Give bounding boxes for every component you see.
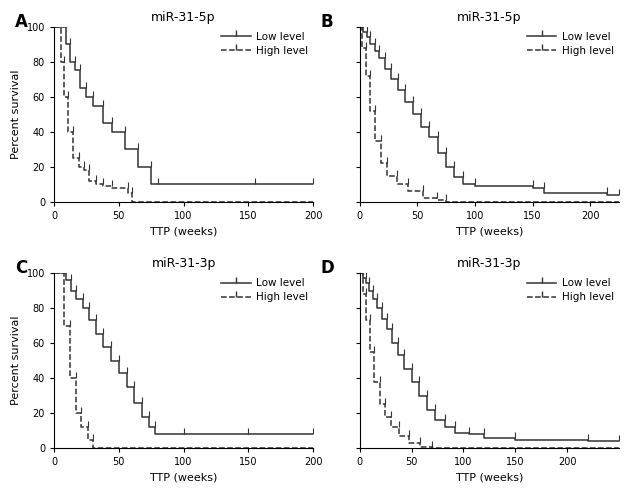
Title: miR-31-3p: miR-31-3p (457, 257, 522, 270)
Legend: Low level, High level: Low level, High level (221, 32, 308, 56)
Y-axis label: Percent survival: Percent survival (11, 70, 21, 159)
Text: A: A (15, 13, 28, 31)
Title: miR-31-3p: miR-31-3p (151, 257, 216, 270)
Text: D: D (321, 259, 335, 277)
Legend: Low level, High level: Low level, High level (221, 278, 308, 302)
Title: miR-31-5p: miR-31-5p (151, 11, 216, 24)
Title: miR-31-5p: miR-31-5p (457, 11, 522, 24)
X-axis label: TTP (weeks): TTP (weeks) (150, 473, 217, 483)
Legend: Low level, High level: Low level, High level (527, 278, 614, 302)
X-axis label: TTP (weeks): TTP (weeks) (150, 227, 217, 237)
Y-axis label: Percent survival: Percent survival (11, 316, 21, 406)
X-axis label: TTP (weeks): TTP (weeks) (455, 227, 523, 237)
Text: B: B (321, 13, 334, 31)
Text: C: C (15, 259, 28, 277)
Legend: Low level, High level: Low level, High level (527, 32, 614, 56)
X-axis label: TTP (weeks): TTP (weeks) (455, 473, 523, 483)
